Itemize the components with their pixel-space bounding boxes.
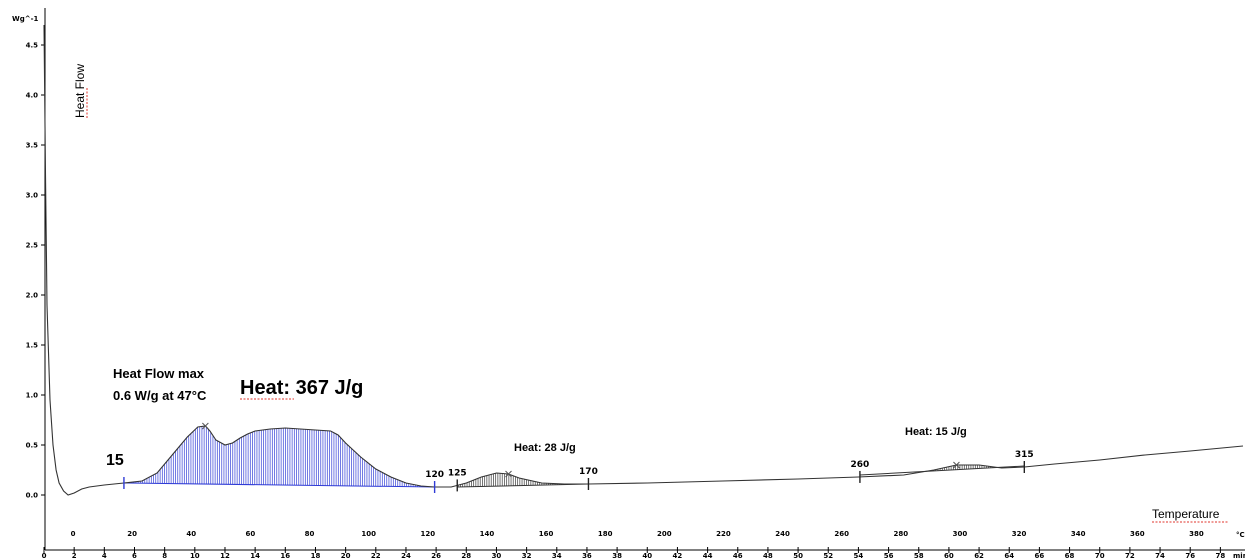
peak-marker: [505, 470, 512, 478]
time-tick-label: 24: [401, 552, 411, 559]
time-tick-label: 10: [190, 552, 200, 559]
time-tick-label: 50: [793, 552, 803, 559]
y-tick-label: 0.0: [26, 492, 39, 500]
time-tick-label: 2: [72, 552, 77, 559]
time-tick-label: 38: [612, 552, 622, 559]
y-unit-label: Wg^-1: [12, 15, 39, 23]
temp-tick-label: 380: [1189, 530, 1204, 538]
time-tick-label: 22: [371, 552, 381, 559]
integration-baseline: [123, 482, 435, 488]
y-tick-label: 4.0: [26, 92, 39, 100]
time-tick-label: 62: [974, 552, 984, 559]
time-tick-label: 74: [1155, 552, 1165, 559]
limit-marker-label: 170: [579, 467, 598, 477]
temp-ticks: 0 20 40 60 80 100 120 140 160 180 200 220 240 260 280 3…: [71, 530, 1204, 538]
time-tick-label: 40: [642, 552, 652, 559]
time-tick-label: 60: [944, 552, 954, 559]
time-tick-label: 8: [162, 552, 167, 559]
y-tick-label: 4.5: [26, 42, 39, 50]
time-tick-label: 48: [763, 552, 773, 559]
y-tick-label: 0.5: [26, 442, 39, 450]
temp-tick-label: 360: [1130, 530, 1145, 538]
heat-2-label: Heat: 28 J/g: [514, 442, 576, 454]
heat-flow-curve: [43, 24, 1244, 496]
temp-tick-label: 220: [716, 530, 731, 538]
time-tick-label: 20: [341, 552, 351, 559]
heat-3-label: Heat: 15 J/g: [905, 426, 967, 438]
time-tick-label: 36: [582, 552, 592, 559]
time-tick-label: 32: [522, 552, 532, 559]
time-tick-label: 70: [1095, 552, 1105, 559]
time-tick-label: 68: [1065, 552, 1075, 559]
time-tick-label: 12: [220, 552, 230, 559]
time-tick-label: 58: [914, 552, 924, 559]
time-tick-label: 14: [250, 552, 260, 559]
heat-main-label: Heat: 367 J/g: [240, 377, 363, 399]
limit-marker-label: 260: [851, 460, 870, 470]
time-tick-label: 46: [733, 552, 743, 559]
x-time-unit: min: [1233, 552, 1245, 559]
temp-tick-label: 240: [775, 530, 790, 538]
time-tick-label: 66: [1035, 552, 1045, 559]
y-tick-label: 1.5: [26, 342, 39, 350]
time-tick-label: 34: [552, 552, 562, 559]
limit-marker-label: 120: [425, 470, 444, 480]
limit-marker-label: 125: [448, 468, 467, 478]
temp-tick-label: 100: [361, 530, 376, 538]
peak-integration-fills: [123, 426, 1025, 488]
y-ticks: 0.0 0.5 1.0 1.5 2.0 2.5 3.0 3.5 4.0 4.5: [26, 42, 45, 500]
temp-tick-label: 160: [539, 530, 554, 538]
time-tick-label: 16: [280, 552, 290, 559]
temp-tick-label: 0: [71, 530, 76, 538]
time-tick-label: 0: [42, 552, 47, 559]
time-tick-label: 26: [431, 552, 441, 559]
time-tick-label: 56: [884, 552, 894, 559]
time-tick-label: 42: [673, 552, 683, 559]
temp-tick-label: 280: [893, 530, 908, 538]
time-tick-label: 72: [1125, 552, 1135, 559]
temp-tick-label: 20: [127, 530, 137, 538]
time-tick-label: 4: [102, 552, 107, 559]
y-axis-title: Heat Flow: [73, 64, 87, 118]
heat-flow-curve-group: [43, 24, 1244, 496]
temp-tick-label: 260: [834, 530, 849, 538]
y-tick-label: 3.0: [26, 192, 39, 200]
y-tick-label: 2.0: [26, 292, 39, 300]
temp-tick-label: 320: [1012, 530, 1027, 538]
hf-max-line2: 0.6 W/g at 47°C: [113, 388, 207, 403]
time-tick-label: 64: [1004, 552, 1014, 559]
time-tick-label: 6: [132, 552, 137, 559]
time-tick-label: 76: [1185, 552, 1195, 559]
time-tick-label: 30: [492, 552, 502, 559]
temp-tick-label: 200: [657, 530, 672, 538]
peak-marker: [953, 461, 960, 469]
integration-markers: 120 125 170 260 315: [123, 422, 1034, 493]
time-tick-label: 18: [311, 552, 321, 559]
y-tick-label: 3.5: [26, 142, 39, 150]
temp-tick-label: 40: [186, 530, 196, 538]
temp-tick-label: 120: [420, 530, 435, 538]
limit-marker-label: 315: [1015, 450, 1034, 460]
peak-marker: [202, 422, 209, 430]
y-tick-label: 1.0: [26, 392, 39, 400]
time-tick-label: 54: [854, 552, 864, 559]
temp-tick-label: 80: [305, 530, 315, 538]
temp-tick-label: 180: [598, 530, 613, 538]
hf-max-line1: Heat Flow max: [113, 366, 205, 381]
temp-tick-label: 60: [246, 530, 256, 538]
y-tick-label: 2.5: [26, 242, 39, 250]
time-tick-label: 28: [461, 552, 471, 559]
x-temp-unit: °C: [1236, 531, 1245, 539]
time-tick-label: 52: [823, 552, 833, 559]
temp-tick-label: 300: [953, 530, 968, 538]
temp-tick-label: 340: [1071, 530, 1086, 538]
x-axis-title: Temperature: [1152, 507, 1220, 521]
temp-tick-label: 140: [480, 530, 495, 538]
time-tick-label: 44: [703, 552, 713, 559]
onset-label: 15: [106, 452, 124, 469]
time-ticks: 0 2 4 6 8 10 12 14 16 18 20 22 24 26 28 30 32 34 36 38 40 42 4…: [42, 547, 1226, 559]
time-tick-label: 78: [1216, 552, 1226, 559]
